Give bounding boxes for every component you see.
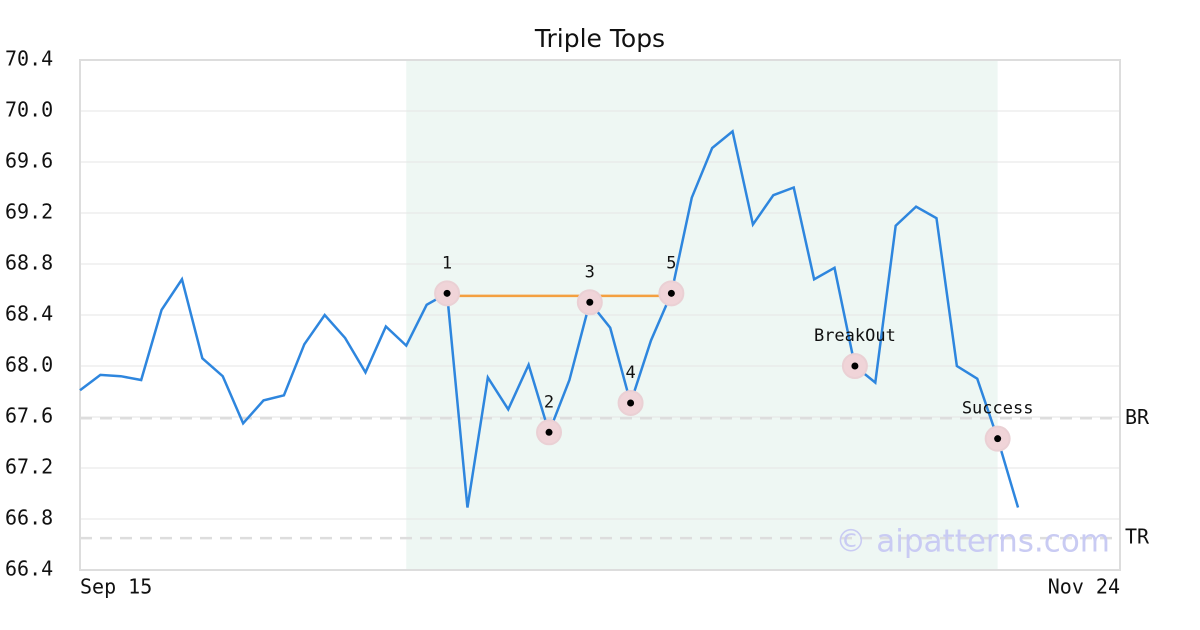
pivot-point bbox=[627, 399, 635, 407]
pivot-label: 4 bbox=[625, 363, 635, 383]
level-label: TR bbox=[1125, 525, 1150, 549]
chart-title: Triple Tops bbox=[534, 24, 665, 53]
pivot-point bbox=[443, 289, 451, 297]
y-tick-label: 66.8 bbox=[5, 506, 53, 530]
pivot-point bbox=[994, 435, 1002, 443]
y-tick-label: 66.4 bbox=[5, 557, 53, 581]
watermark: © aipatterns.com bbox=[835, 524, 1110, 560]
pivot-label: BreakOut bbox=[814, 326, 896, 346]
pivot-point bbox=[667, 289, 675, 297]
y-tick-label: 67.2 bbox=[5, 455, 53, 479]
pivot-label: Success bbox=[962, 399, 1034, 419]
y-tick-label: 68.0 bbox=[5, 353, 53, 377]
pivot-label: 2 bbox=[544, 392, 554, 412]
y-tick-label: 68.4 bbox=[5, 302, 53, 326]
y-tick-label: 70.4 bbox=[5, 47, 53, 71]
y-tick-label: 68.8 bbox=[5, 251, 53, 275]
pivot-point bbox=[586, 298, 594, 306]
pivot-label: 5 bbox=[666, 253, 676, 273]
y-tick-label: 70.0 bbox=[5, 98, 53, 122]
x-tick-label: Sep 15 bbox=[80, 575, 152, 599]
pivot-point bbox=[851, 362, 859, 370]
pivot-label: 3 bbox=[585, 262, 595, 282]
pivot-point bbox=[545, 428, 553, 436]
x-tick-label: Nov 24 bbox=[1048, 575, 1120, 599]
y-tick-label: 69.2 bbox=[5, 200, 53, 224]
level-label: BR bbox=[1125, 405, 1150, 429]
plot-frame bbox=[79, 59, 1121, 571]
pivot-label: 1 bbox=[442, 253, 452, 273]
y-tick-label: 67.6 bbox=[5, 404, 53, 428]
y-tick-label: 69.6 bbox=[5, 149, 53, 173]
